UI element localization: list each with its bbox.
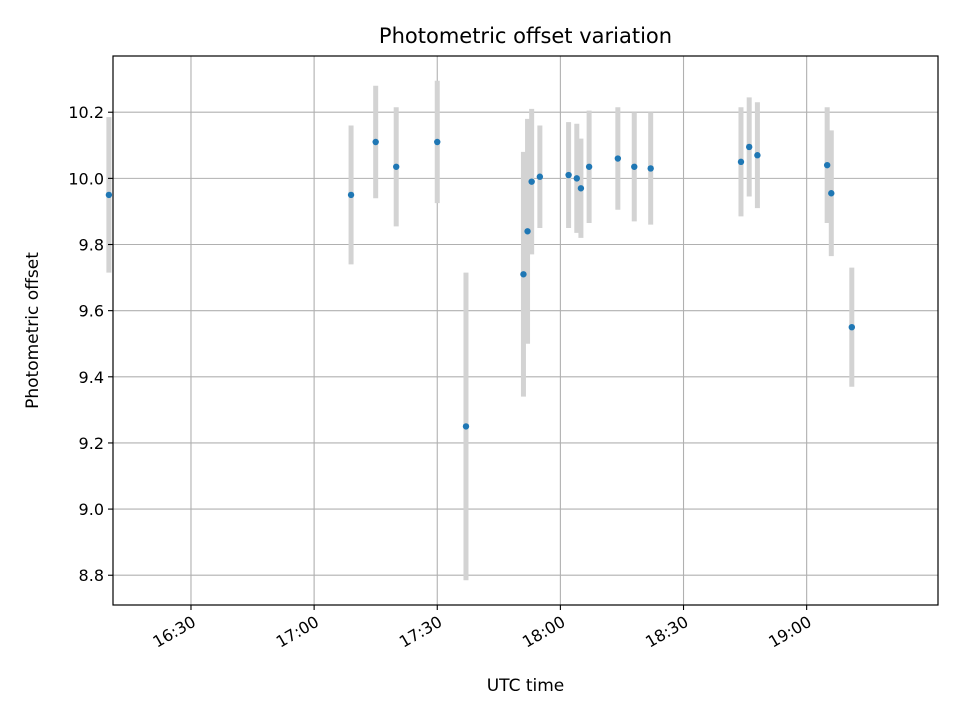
data-point bbox=[565, 171, 572, 179]
y-tick-label: 9.4 bbox=[79, 368, 104, 387]
data-point bbox=[848, 323, 856, 331]
data-point bbox=[745, 143, 753, 151]
data-point bbox=[614, 155, 622, 162]
data-point bbox=[434, 138, 441, 146]
data-point bbox=[754, 152, 761, 159]
data-point bbox=[536, 173, 544, 180]
data-point bbox=[585, 163, 593, 170]
data-point bbox=[737, 158, 745, 166]
data-point bbox=[524, 228, 531, 235]
data-point bbox=[393, 163, 400, 170]
y-tick-label: 8.8 bbox=[79, 566, 104, 585]
y-tick-label: 9.6 bbox=[79, 302, 104, 321]
data-point bbox=[828, 190, 835, 197]
data-point bbox=[577, 185, 585, 192]
y-tick-label: 9.2 bbox=[79, 434, 104, 453]
x-axis-title: UTC time bbox=[487, 676, 565, 696]
data-point bbox=[647, 165, 654, 172]
y-axis-title: Photometric offset bbox=[23, 252, 43, 409]
chart-title: Photometric offset variation bbox=[379, 24, 672, 48]
data-points bbox=[105, 138, 856, 430]
data-point bbox=[462, 423, 470, 430]
data-point bbox=[823, 161, 831, 169]
data-point bbox=[372, 138, 379, 146]
data-point bbox=[631, 163, 638, 170]
data-point bbox=[520, 271, 527, 278]
data-point bbox=[347, 191, 355, 199]
data-point bbox=[573, 175, 581, 182]
data-point bbox=[105, 191, 113, 199]
y-tick-label: 10.2 bbox=[68, 103, 104, 122]
plot-frame bbox=[112, 55, 939, 606]
y-tick-label: 9.0 bbox=[79, 500, 104, 519]
y-tick-label: 10.0 bbox=[68, 169, 104, 188]
data-point bbox=[528, 178, 535, 185]
y-tick-label: 9.8 bbox=[79, 236, 104, 255]
